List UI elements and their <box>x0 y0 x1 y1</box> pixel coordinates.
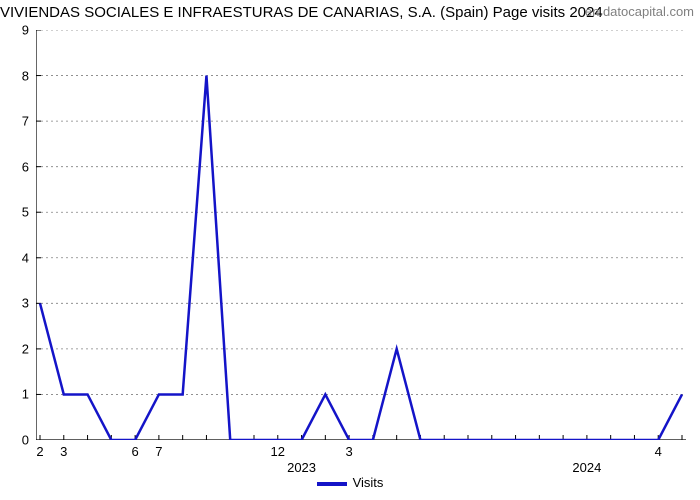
y-tick-label: 6 <box>22 159 29 174</box>
y-tick-label: 9 <box>22 23 29 38</box>
x-tick-label: 7 <box>155 444 162 459</box>
x-group-label: 2024 <box>572 460 601 475</box>
y-tick-label: 4 <box>22 250 29 265</box>
x-tick-label: 3 <box>60 444 67 459</box>
y-tick-label: 3 <box>22 296 29 311</box>
y-tick-label: 1 <box>22 387 29 402</box>
y-tick-label: 5 <box>22 205 29 220</box>
watermark-text: en.datocapital.com <box>585 4 694 19</box>
x-tick-label: 3 <box>345 444 352 459</box>
chart-container: VIVIENDAS SOCIALES E INFRAESTURAS DE CAN… <box>0 0 700 500</box>
y-tick-label: 0 <box>22 433 29 448</box>
x-tick-label: 2 <box>36 444 43 459</box>
x-tick-label: 4 <box>655 444 662 459</box>
legend: Visits <box>0 475 700 490</box>
chart-title: VIVIENDAS SOCIALES E INFRAESTURAS DE CAN… <box>0 4 603 21</box>
x-tick-label: 12 <box>271 444 285 459</box>
y-tick-label: 8 <box>22 68 29 83</box>
legend-swatch <box>317 482 347 486</box>
legend-label: Visits <box>353 475 384 490</box>
y-tick-label: 7 <box>22 114 29 129</box>
chart-area: 0123456789 23671234 20232024 <box>36 30 686 440</box>
x-group-label: 2023 <box>287 460 316 475</box>
y-tick-label: 2 <box>22 341 29 356</box>
x-tick-label: 6 <box>131 444 138 459</box>
chart-svg <box>36 30 686 440</box>
